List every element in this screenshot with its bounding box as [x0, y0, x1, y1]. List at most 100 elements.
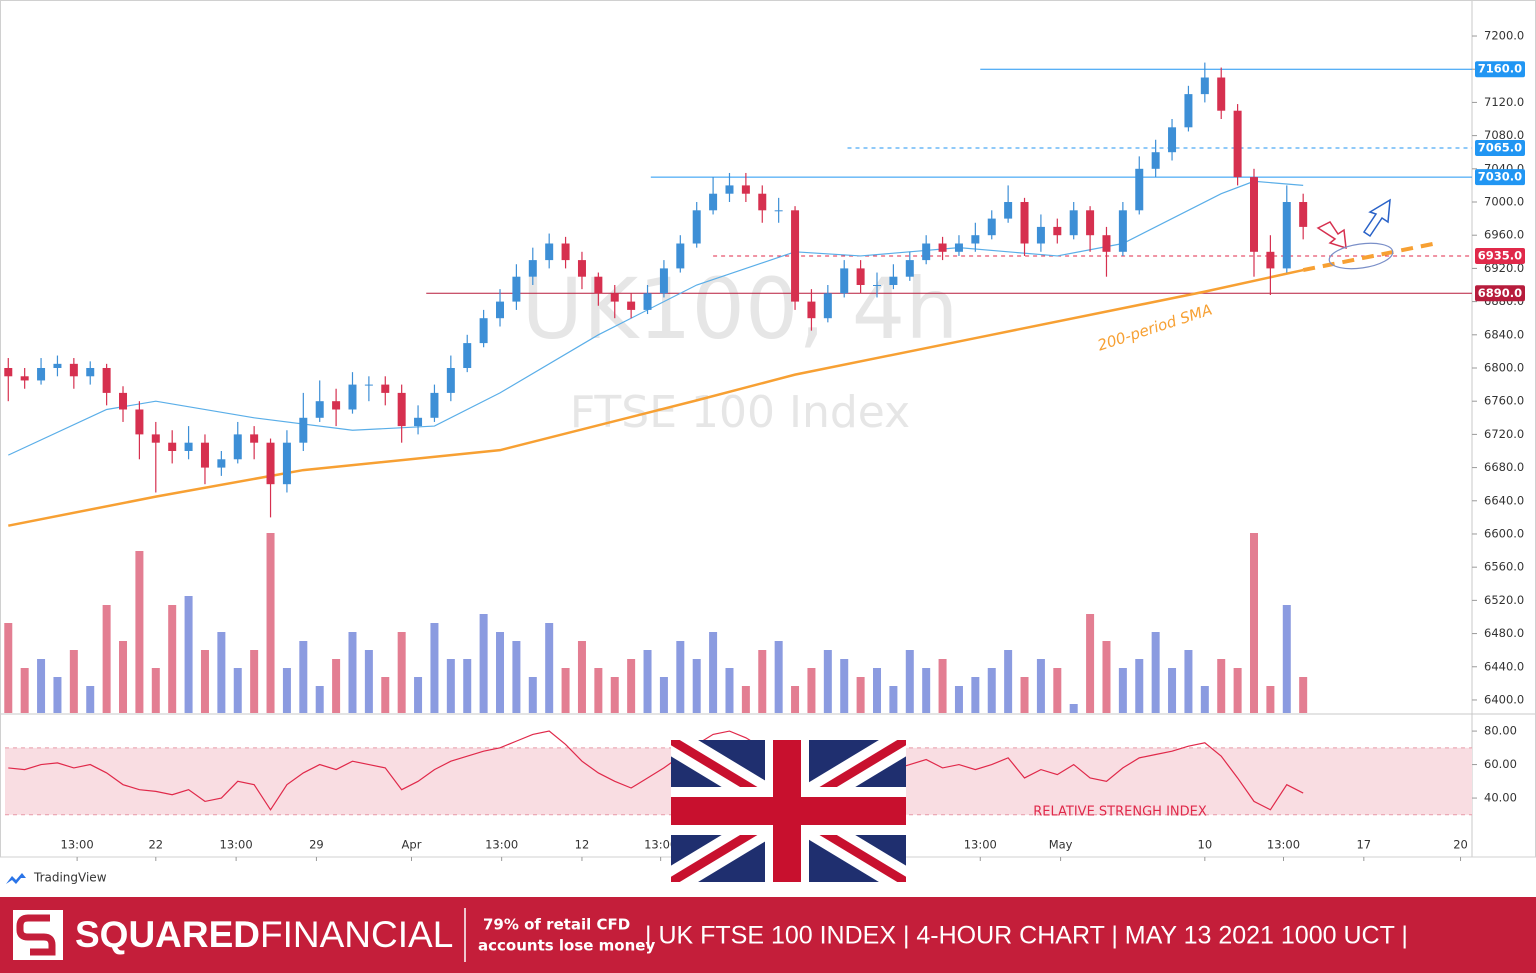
x-tick-label: 13:00 — [61, 838, 94, 852]
footer-band — [0, 897, 1536, 973]
volume-bar — [1036, 659, 1045, 713]
candle-body — [889, 276, 898, 286]
candle-body — [299, 417, 308, 443]
y-tick-label: 6440.0 — [1484, 659, 1524, 673]
watermark-title: UK100, 4h — [522, 260, 959, 358]
volume-bar — [528, 677, 537, 713]
risk-warning-2: accounts lose money — [478, 937, 655, 955]
candle-body — [1102, 235, 1111, 252]
candle-body — [266, 442, 275, 485]
volume-bar — [922, 668, 931, 713]
volume-bar — [659, 677, 668, 713]
candle-body — [1053, 226, 1062, 236]
volume-bar — [1282, 605, 1291, 713]
volume-bar — [348, 632, 357, 713]
y-tick-label: 6680.0 — [1484, 460, 1524, 474]
candle-body — [922, 243, 931, 261]
brand: SQUAREDFINANCIAL — [75, 914, 453, 955]
volume-bar — [512, 641, 521, 713]
volume-bar — [233, 668, 242, 713]
volume-bar — [69, 650, 78, 713]
candle-body — [37, 367, 46, 381]
y-tick-label: 6840.0 — [1484, 327, 1524, 341]
candle-body — [86, 367, 95, 377]
volume-bar — [577, 641, 586, 713]
caption: | UK FTSE 100 INDEX | 4-HOUR CHART | MAY… — [645, 922, 1408, 950]
candle-body — [512, 276, 521, 302]
candle-body — [233, 434, 242, 460]
candle-body — [774, 210, 783, 212]
volume-bar — [873, 668, 882, 713]
volume-bar — [168, 605, 177, 713]
volume-bar — [643, 650, 652, 713]
candle-body — [200, 442, 209, 468]
candle-body — [1004, 202, 1013, 219]
rsi-annotation: RELATIVE STRENGH INDEX — [1033, 805, 1207, 820]
candle-body — [348, 384, 357, 410]
candle-body — [20, 376, 29, 381]
x-tick-label: 13:00 — [220, 838, 253, 852]
candle-body — [643, 293, 652, 310]
candle-body — [676, 243, 685, 269]
candle-body — [938, 243, 947, 252]
candle-body — [1118, 210, 1127, 252]
candle-body — [987, 218, 996, 236]
candle-body — [250, 434, 259, 443]
volume-bar — [1168, 668, 1177, 713]
y-tick-label: 6520.0 — [1484, 593, 1524, 607]
volume-bar — [1266, 686, 1275, 713]
volume-bar — [1053, 668, 1062, 713]
candle-body — [364, 384, 373, 386]
tradingview-logo — [6, 873, 26, 884]
volume-bar — [856, 677, 865, 713]
candle-body — [315, 401, 324, 418]
volume-bar — [250, 650, 259, 713]
candle-body — [1282, 202, 1291, 269]
volume-bar — [4, 623, 13, 713]
candle-body — [545, 243, 554, 261]
candle-body — [53, 363, 62, 368]
level-label: 7030.0 — [1478, 170, 1522, 184]
y-tick-label: 6960.0 — [1484, 228, 1524, 242]
volume-bar — [397, 632, 406, 713]
volume-bar — [594, 668, 603, 713]
volume-bar — [479, 614, 488, 713]
volume-bar — [758, 650, 767, 713]
candle-body — [1233, 110, 1242, 178]
volume-bar — [1102, 641, 1111, 713]
volume-bar — [315, 686, 324, 713]
candle-body — [807, 301, 816, 319]
candle-body — [217, 459, 226, 468]
candle-body — [823, 293, 832, 319]
x-tick-label: 13:00 — [644, 838, 677, 852]
volume-bar — [496, 632, 505, 713]
candle-body — [1299, 202, 1308, 227]
volume-bar — [151, 668, 160, 713]
volume-bar — [1151, 632, 1160, 713]
plot: 7160.07065.07030.06935.06890.0200-period… — [4, 61, 1525, 820]
volume-bar — [266, 533, 275, 713]
candle-body — [1217, 77, 1226, 111]
x-tick-label: 20 — [1453, 838, 1468, 852]
y-tick-label: 6600.0 — [1484, 526, 1524, 540]
volume-bar — [53, 677, 62, 713]
candle-body — [184, 442, 193, 451]
candle-body — [397, 392, 406, 427]
y-tick-label: 7120.0 — [1484, 95, 1524, 109]
volume-bar — [1086, 614, 1095, 713]
volume-bar — [741, 686, 750, 713]
volume-bar — [954, 686, 963, 713]
candle-body — [1151, 152, 1160, 169]
x-tick-label: 13:00 — [1267, 838, 1300, 852]
y-tick-label: 6920.0 — [1484, 261, 1524, 275]
sma200-projection — [1302, 240, 1440, 273]
level-label: 6935.0 — [1478, 248, 1522, 262]
volume-bar — [1217, 659, 1226, 713]
volume-bar — [332, 659, 341, 713]
volume-bar — [1004, 650, 1013, 713]
candle-body — [4, 367, 13, 377]
level-label-box — [1475, 247, 1525, 264]
volume-bar — [119, 641, 128, 713]
brand-light: FINANCIAL — [260, 914, 453, 955]
candle-body — [102, 367, 111, 393]
